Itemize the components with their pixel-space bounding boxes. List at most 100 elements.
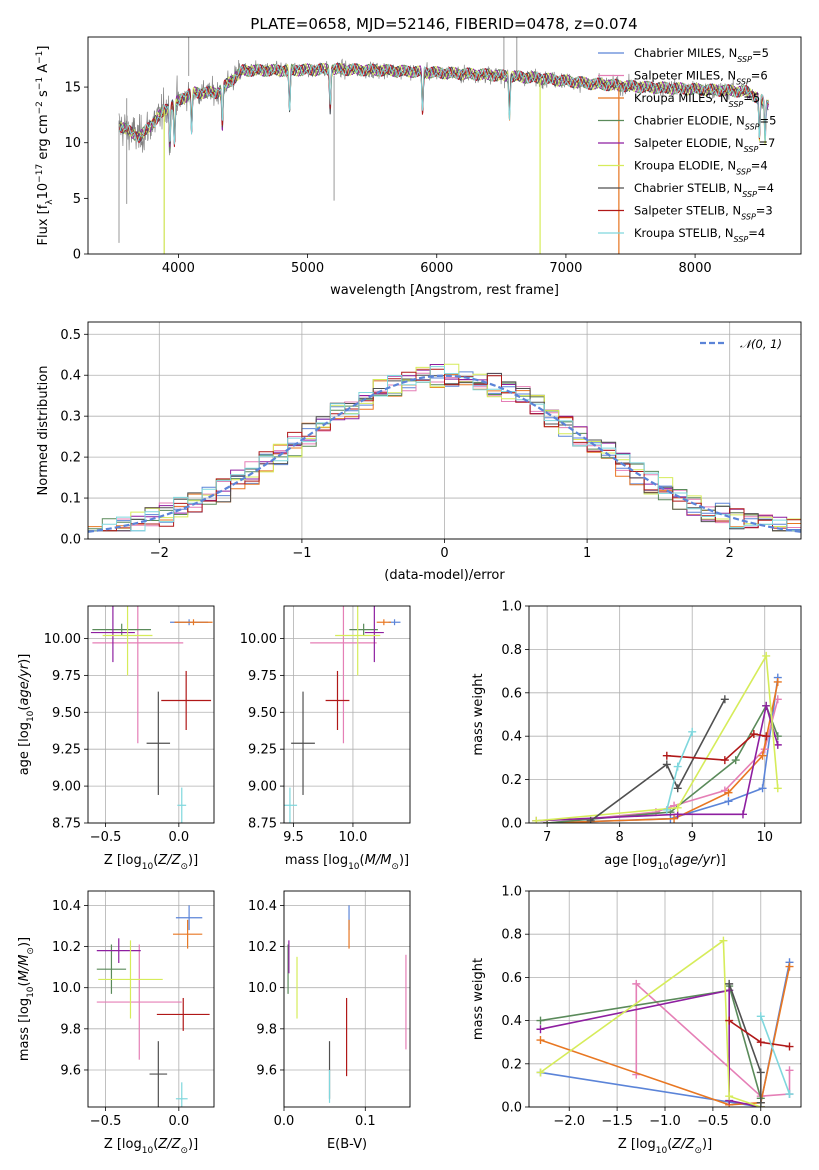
x-tick-label: 0.1 xyxy=(355,1114,376,1129)
x-axis-label: wavelength [Angstrom, rest frame] xyxy=(330,283,559,298)
label-part: 10 xyxy=(657,862,669,872)
point-kroupa_miles xyxy=(670,814,679,823)
x-axis-label: mass [log10(M/M⊙)] xyxy=(285,853,409,872)
label-part: 10 xyxy=(142,1146,154,1156)
legend-subscript: SSP xyxy=(737,55,752,64)
legend-text: Kroupa STELIB, N xyxy=(634,226,734,240)
y-tick-label: 10 xyxy=(64,136,81,151)
panel-residuals: −2 −1 0 1 2 0.0 0.1 0.2 0.3 0.4 0.5 𝒩(0, 1) (data-mo… xyxy=(36,321,802,583)
label-part: Z [log xyxy=(104,1137,142,1152)
legend-n: =4 xyxy=(748,226,765,240)
y-axis-label: mass weight xyxy=(471,958,486,1040)
label-part: Z/Z xyxy=(157,853,181,868)
legend-n: =6 xyxy=(751,69,768,83)
legend-subscript: SSP xyxy=(744,145,759,154)
point-kroupa_stelib xyxy=(756,1012,765,1021)
series-kroupa_miles xyxy=(547,681,779,823)
label-part: −1 xyxy=(35,51,45,64)
legend-text: Kroupa ELODIE, N xyxy=(634,159,736,173)
label-part: ] xyxy=(36,46,51,51)
series-salpeter_stelib xyxy=(666,733,767,761)
label-part: )] xyxy=(188,1137,198,1152)
label-part: ⊙ xyxy=(694,1146,702,1156)
legend-subscript: SSP xyxy=(729,100,744,109)
x-tick-label: 0.0 xyxy=(274,1114,295,1129)
label-part: −17 xyxy=(35,164,45,183)
label-part: mass [log xyxy=(285,853,348,868)
y-axis-label: mass weight xyxy=(471,673,486,755)
y-tick-label: 9.25 xyxy=(248,743,277,758)
legend-label-salpeter_miles: Salpeter MILES, NSSP=6 xyxy=(634,69,768,87)
y-tick-label: 10.00 xyxy=(240,632,277,647)
x-tick-label: 1 xyxy=(583,546,591,561)
point-salpeter_stelib xyxy=(720,756,729,765)
point-kroupa_miles xyxy=(773,677,782,686)
y-tick-label: 0.1 xyxy=(60,492,81,507)
legend-label-kroupa_stelib: Kroupa STELIB, NSSP=4 xyxy=(634,226,765,244)
label-part: age [log xyxy=(604,853,657,868)
series-kroupa_elodie xyxy=(536,653,779,822)
x-tick-label: 0.0 xyxy=(168,1114,189,1129)
y-tick-label: 10.4 xyxy=(248,899,277,914)
label-part: Z/Z xyxy=(671,1137,695,1152)
legend-subscript: SSP xyxy=(741,212,756,221)
point-kroupa_elodie xyxy=(762,651,771,660)
legend-label-chabrier_miles: Chabrier MILES, NSSP=5 xyxy=(634,46,769,64)
line-plot xyxy=(532,651,782,823)
label-part: 10 xyxy=(26,710,36,722)
y-tick-label: 0.6 xyxy=(501,686,522,701)
y-tick-label: 10.4 xyxy=(52,899,81,914)
label-part: )] xyxy=(702,1137,712,1152)
legend-label-kroupa_miles: Kroupa MILES, NSSP=5 xyxy=(634,91,760,109)
y-tick-label: 9.6 xyxy=(60,1063,81,1078)
legend-text: Salpeter ELODIE, N xyxy=(634,136,744,150)
axes-frame xyxy=(283,605,411,824)
label-part: mass weight xyxy=(471,958,486,1040)
histogram-salpeter_elodie xyxy=(88,364,801,532)
label-part: wavelength [Angstrom, rest frame] xyxy=(330,283,559,298)
point-salpeter_stelib xyxy=(749,730,758,739)
series-chabrier_elodie xyxy=(547,703,779,823)
legend-n: =4 xyxy=(751,159,768,173)
legend-label-kroupa_elodie: Kroupa ELODIE, NSSP=4 xyxy=(634,159,768,177)
x-tick-label: −1.0 xyxy=(649,1114,681,1129)
legend-label-chabrier_elodie: Chabrier ELODIE, NSSP=5 xyxy=(634,114,776,132)
y-tick-label: 9.8 xyxy=(60,1022,81,1037)
label-part: Z/Z xyxy=(157,1137,181,1152)
point-chabrier_stelib xyxy=(662,760,671,769)
x-axis-label: Z [log10(Z/Z⊙)] xyxy=(104,853,198,872)
label-part: λ xyxy=(45,199,55,205)
legend-label-normal: 𝒩(0, 1) xyxy=(740,337,782,351)
point-kroupa_elodie xyxy=(532,816,541,823)
point-salpeter_miles xyxy=(632,979,641,988)
y-tick-label: 0.2 xyxy=(60,451,81,466)
label-part: ( xyxy=(669,853,674,868)
label-part: ( xyxy=(17,706,32,711)
x-tick-label: 0 xyxy=(440,546,448,561)
legend-label-salpeter_stelib: Salpeter STELIB, NSSP=3 xyxy=(634,204,773,222)
legend-label-salpeter_elodie: Salpeter ELODIE, NSSP=7 xyxy=(634,136,775,154)
label-part: 10 xyxy=(142,862,154,872)
y-tick-label: 1.0 xyxy=(501,600,522,615)
series-kroupa_stelib xyxy=(760,1016,791,1095)
legend-n: =7 xyxy=(758,136,775,150)
label-part: ( xyxy=(153,1137,158,1152)
label-part: ⊙ xyxy=(391,862,399,872)
y-tick-label: 10.0 xyxy=(248,981,277,996)
y-tick-label: 0.4 xyxy=(501,730,522,745)
panel-spectrum: 4000 5000 6000 7000 8000 0 5 10 15 Chabrier MILES… xyxy=(35,36,802,298)
label-part: mass weight xyxy=(471,673,486,755)
label-part: )] xyxy=(17,937,32,947)
point-salpeter_elodie xyxy=(762,701,771,710)
y-tick-label: 9.50 xyxy=(248,706,277,721)
axes-frame xyxy=(87,605,215,824)
legend-subscript: SSP xyxy=(745,122,760,131)
y-tick-label: 0.3 xyxy=(60,410,81,425)
y-tick-label: 5 xyxy=(73,192,81,207)
panel-massweight_vs_Z: −2.0 −1.5 −1.0 −0.5 0.0 0.0 0.2 0.4 0.6 0.8 1.0 Z [… xyxy=(471,885,802,1156)
label-part: 10 xyxy=(36,183,51,200)
errorbar-plot xyxy=(284,606,401,823)
point-kroupa_miles xyxy=(724,788,733,797)
y-tick-label: 9.00 xyxy=(52,780,81,795)
